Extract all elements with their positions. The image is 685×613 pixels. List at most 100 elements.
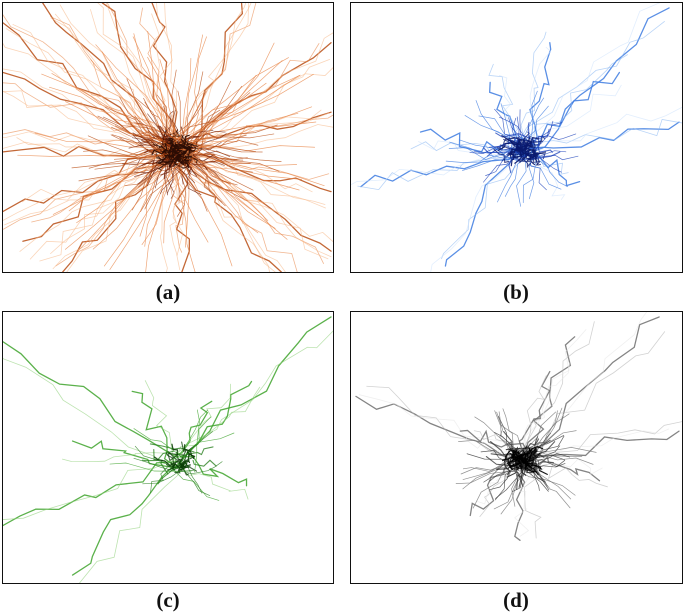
route-line [515,21,665,148]
core-route-line [528,447,533,459]
route-line [179,157,286,272]
route-line [151,3,178,146]
route-line [520,31,547,146]
route-line [515,321,595,464]
route-network-map-a [3,3,333,272]
core-route-line [525,152,539,159]
local-route-line [517,156,531,169]
local-route-line [512,105,549,151]
local-route-line [474,416,526,459]
local-route-line [126,78,170,153]
route-line [3,341,176,458]
route-line [524,336,576,457]
core-route-line [176,154,193,158]
core-route-line [501,450,511,462]
route-line [3,90,173,148]
route-line [515,362,570,454]
local-route-line [525,438,540,450]
route-line [97,3,175,147]
local-route-line [167,452,186,457]
local-route-line [182,156,190,165]
route-line [170,156,282,272]
core-route-line [521,459,532,468]
local-route-line [173,92,251,144]
local-route-line [186,461,223,475]
route-line [526,42,552,153]
route-line [419,128,522,156]
route-line [173,386,261,463]
local-route-line [181,133,275,146]
core-route-line [172,463,179,468]
local-route-line [182,160,248,202]
local-route-line [530,445,561,468]
core-route-line [181,144,193,149]
local-route-line [171,60,283,151]
local-route-line [132,36,190,154]
caption-c: (c) [156,588,180,612]
core-route-line [523,152,536,166]
route-line [31,154,178,223]
core-route-line [511,156,519,159]
route-line [180,3,252,157]
core-route-line [530,445,544,452]
route-line [131,390,175,466]
local-route-line [159,59,176,146]
core-route-line [514,452,529,458]
local-route-line [68,149,167,212]
local-route-line [502,408,522,450]
core-route-line [162,143,168,153]
local-route-line [17,154,170,161]
route-line [106,3,183,148]
local-route-line [181,34,204,145]
local-route-line [192,459,217,467]
local-route-line [122,158,167,165]
route-line [515,118,682,150]
local-route-line [506,117,517,156]
route-line [79,465,185,583]
core-route-line [523,452,531,461]
local-route-line [139,141,164,237]
local-route-line [188,158,288,240]
core-route-line [183,444,193,457]
local-route-line [534,157,569,188]
route-line [179,67,333,155]
map-panel-a [2,2,334,273]
local-route-line [34,132,164,149]
local-route-line [75,88,164,143]
route-network-map-d [355,312,682,541]
core-route-line [513,457,521,462]
local-route-line [533,145,553,153]
local-route-line [483,157,515,183]
map-panel-b [350,2,683,273]
local-route-line [78,158,176,182]
route-line [515,331,666,462]
local-route-line [109,150,189,270]
local-route-line [90,59,169,155]
core-route-line [524,466,539,476]
route-line [3,129,172,152]
route-line [441,154,520,260]
local-route-line [184,143,257,152]
core-route-line [176,144,187,149]
core-route-line [532,463,548,475]
local-route-line [147,113,177,152]
core-route-line [523,142,528,151]
local-route-line [168,153,196,272]
map-panel-d [350,311,683,584]
map-panel-c [2,311,334,584]
route-line [523,84,622,155]
caption-d: (d) [503,588,529,612]
local-route-line [103,148,176,267]
route-line [182,152,333,243]
core-route-line [171,443,179,455]
local-route-line [184,160,259,234]
local-route-line [489,462,520,482]
local-route-line [124,161,192,186]
route-line [29,150,171,260]
route-line [515,54,628,153]
route-line [55,153,178,267]
local-route-line [495,132,538,143]
route-line [517,3,661,154]
local-route-line [169,431,213,473]
core-route-line [178,146,194,153]
